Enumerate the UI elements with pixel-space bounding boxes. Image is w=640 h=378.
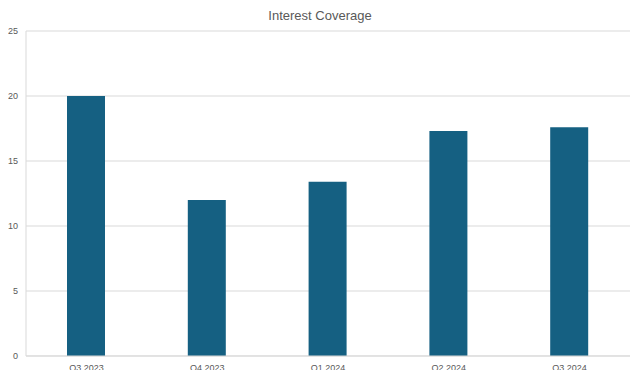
svg-text:20: 20	[8, 91, 18, 101]
svg-text:Q4 2023: Q4 2023	[190, 363, 225, 370]
svg-text:15: 15	[8, 156, 18, 166]
svg-text:0: 0	[13, 351, 18, 361]
svg-text:Q3 2023: Q3 2023	[69, 363, 104, 370]
svg-text:25: 25	[8, 26, 18, 36]
svg-text:5: 5	[13, 286, 18, 296]
html-text:Interest Coverage: Interest Coverage	[268, 8, 372, 23]
svg-text:10: 10	[8, 221, 18, 231]
svg-text:Q3 2024: Q3 2024	[552, 363, 587, 370]
svg-text:Q2 2024: Q2 2024	[432, 363, 467, 370]
svg-text:Q1 2024: Q1 2024	[311, 363, 346, 370]
